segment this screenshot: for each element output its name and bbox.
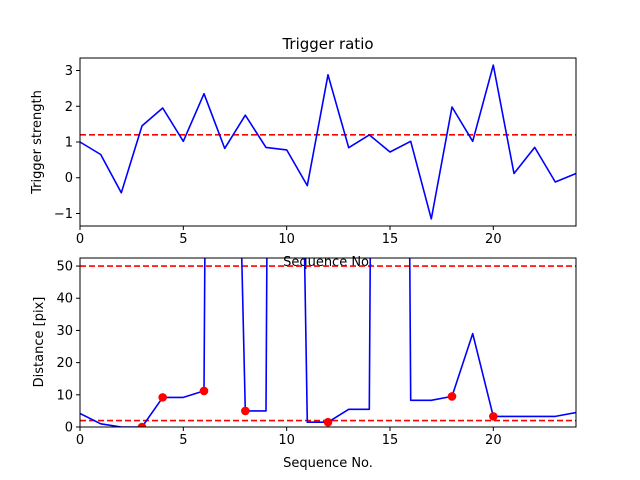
x-tick-label: 10: [278, 433, 295, 448]
data-point: [137, 422, 147, 427]
subplot-distance: Sequence No. Distance [pix] 0 5 10 15 20 0 10 2…: [32, 257, 577, 471]
data-point: [158, 393, 167, 402]
y-tick-label: 0: [65, 421, 73, 436]
x-axis-label: Sequence No.: [283, 255, 373, 270]
axes-frame: [79, 57, 577, 227]
plot-area: [80, 258, 576, 427]
y-tick-label: 50: [56, 260, 73, 275]
data-point: [241, 406, 250, 416]
data-point: [199, 386, 209, 396]
axis-ticks: 0 5 10 15 20 0 10 20 30 40 50: [56, 260, 501, 448]
axes-frame: [79, 257, 577, 428]
x-tick-label: 15: [382, 232, 399, 247]
x-tick-label: 20: [485, 433, 502, 448]
y-tick-label: 10: [56, 388, 73, 403]
y-tick-label: 40: [56, 292, 73, 307]
y-tick-label: −1: [54, 207, 73, 222]
x-tick-label: 0: [76, 232, 84, 247]
x-tick-label: 20: [485, 232, 502, 247]
y-tick-label: 3: [65, 64, 73, 79]
series-line: [80, 64, 576, 220]
y-tick-label: 20: [56, 356, 73, 371]
y-tick-label: 1: [65, 136, 73, 151]
x-tick-label: 10: [278, 232, 295, 247]
data-point: [323, 417, 333, 427]
y-tick-label: 0: [65, 171, 73, 186]
y-tick-label: 30: [56, 324, 73, 339]
series-line: [80, 258, 576, 427]
y-axis-label: Trigger strength: [30, 90, 45, 195]
y-tick-label: 2: [65, 100, 73, 115]
data-point: [489, 412, 498, 421]
x-axis-label: Sequence No.: [283, 456, 373, 471]
y-axis-label: Distance [pix]: [32, 297, 47, 388]
x-tick-label: 0: [76, 433, 84, 448]
x-tick-label: 15: [382, 433, 399, 448]
data-point: [447, 392, 457, 401]
x-tick-label: 5: [179, 433, 187, 448]
chart-title: Trigger ratio: [281, 35, 373, 53]
subplot-trigger-ratio: Trigger ratio Sequence No. Trigger stren…: [30, 35, 577, 270]
x-tick-label: 5: [179, 232, 187, 247]
plot-area: [80, 64, 576, 220]
